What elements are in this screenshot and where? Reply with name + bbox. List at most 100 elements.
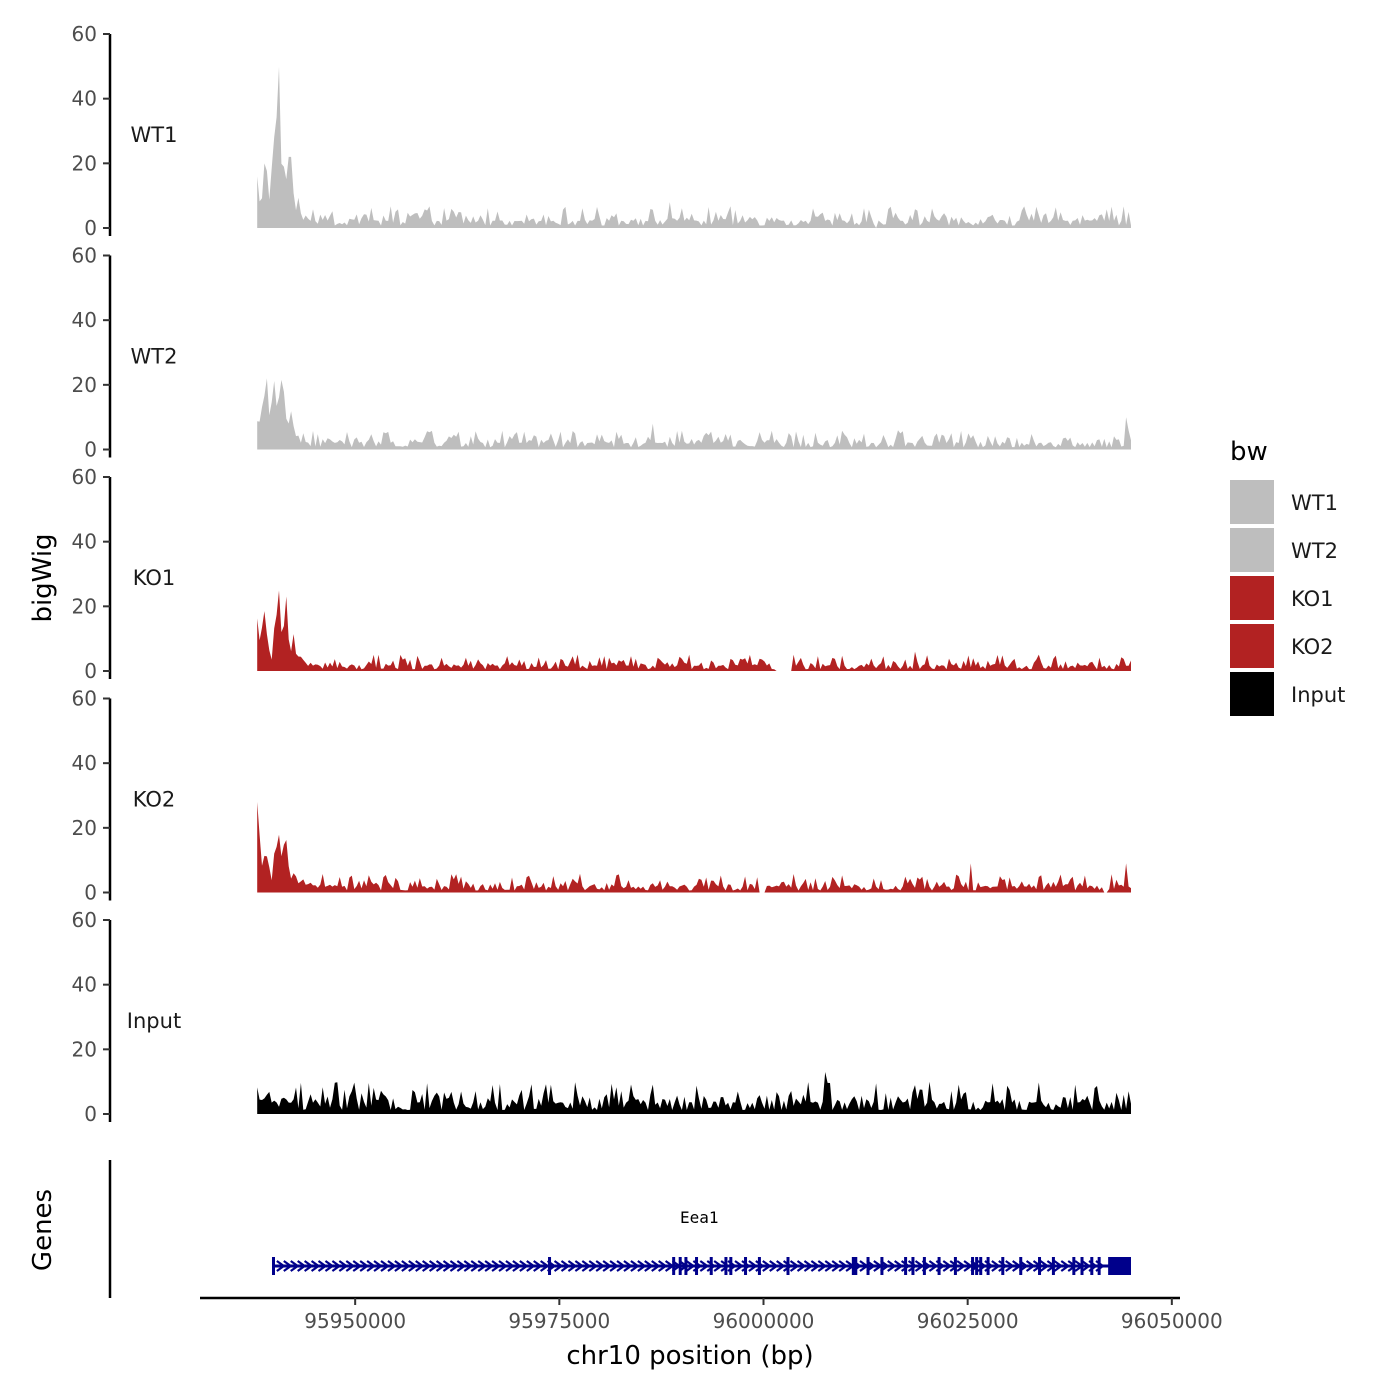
- strand-arrow: [408, 1260, 418, 1272]
- strand-arrow: [276, 1260, 286, 1272]
- gene-exon: [975, 1257, 979, 1275]
- strand-arrow: [352, 1260, 363, 1272]
- strand-arrow: [310, 1260, 321, 1272]
- strand-arrow: [380, 1260, 390, 1272]
- strand-arrow: [782, 1260, 793, 1272]
- strand-arrow: [297, 1260, 307, 1272]
- strand-arrow: [317, 1260, 328, 1272]
- strand-arrow: [914, 1260, 925, 1272]
- y-tick-label: 40: [72, 751, 97, 775]
- gene-exon: [854, 1257, 858, 1275]
- gene-exon: [672, 1257, 676, 1275]
- gene-exon-block: [1108, 1257, 1131, 1275]
- track-label: Input: [127, 1009, 181, 1033]
- strand-arrow: [401, 1260, 411, 1272]
- strand-arrow: [623, 1260, 633, 1272]
- strand-arrow: [331, 1260, 342, 1272]
- strand-arrow: [1005, 1260, 1015, 1272]
- strand-arrow: [644, 1260, 654, 1272]
- strand-arrow: [831, 1260, 842, 1272]
- gene-exon: [709, 1257, 713, 1275]
- strand-arrow: [838, 1260, 849, 1272]
- y-tick-label: 0: [84, 216, 97, 240]
- y-tick-label: 0: [84, 881, 97, 905]
- y-tick-label: 20: [72, 1037, 97, 1061]
- strand-arrow: [956, 1260, 967, 1272]
- gene-exon: [922, 1257, 926, 1275]
- strand-arrow: [928, 1260, 939, 1272]
- gene-exon: [678, 1257, 682, 1275]
- strand-arrow: [415, 1260, 425, 1272]
- gene-exon: [1019, 1257, 1023, 1275]
- x-tick-label: 95975000: [508, 1309, 610, 1333]
- strand-arrow: [658, 1260, 668, 1272]
- coverage-area: [257, 66, 1131, 229]
- gene-exon: [744, 1257, 748, 1275]
- gene-exon: [971, 1257, 975, 1275]
- legend-label-ko1: KO1: [1291, 587, 1334, 611]
- strand-arrow: [942, 1260, 953, 1272]
- strand-arrow: [470, 1260, 481, 1272]
- gene-exon: [1090, 1257, 1094, 1275]
- strand-arrow: [776, 1260, 786, 1272]
- gene-exon: [1097, 1257, 1101, 1275]
- strand-arrow: [324, 1260, 335, 1272]
- y-tick-label: 60: [72, 908, 97, 932]
- coverage-area: [257, 590, 1131, 671]
- gene-exon: [1051, 1257, 1055, 1275]
- strand-arrow: [394, 1260, 404, 1272]
- y-tick-label: 60: [72, 244, 97, 268]
- coverage-area: [257, 1072, 1131, 1114]
- strand-arrow: [734, 1260, 744, 1272]
- strand-arrow: [609, 1260, 619, 1272]
- y-tick-label: 20: [72, 151, 97, 175]
- strand-arrow: [769, 1260, 779, 1272]
- gene-exon: [979, 1257, 983, 1275]
- legend-label-input: Input: [1291, 683, 1345, 707]
- gene-exon: [851, 1257, 855, 1275]
- strand-arrow: [366, 1260, 376, 1272]
- strand-arrow: [484, 1260, 494, 1272]
- strand-arrow: [560, 1260, 571, 1272]
- strand-arrow: [949, 1260, 960, 1272]
- legend-swatch-input: [1230, 672, 1274, 716]
- gene-exon: [786, 1257, 790, 1275]
- strand-arrow: [762, 1260, 772, 1272]
- coverage-area: [257, 802, 1131, 893]
- strand-arrow: [588, 1260, 599, 1272]
- strand-arrow: [491, 1260, 501, 1272]
- gene-exon: [986, 1257, 990, 1275]
- x-axis-title: chr10 position (bp): [566, 1341, 813, 1371]
- legend-title: bw: [1230, 437, 1268, 467]
- strand-arrow: [338, 1260, 349, 1272]
- strand-arrow: [477, 1260, 488, 1272]
- x-tick-label: 96050000: [1121, 1309, 1223, 1333]
- x-tick-label: 95950000: [304, 1309, 406, 1333]
- x-tick-label: 96000000: [713, 1309, 815, 1333]
- strand-arrow: [1081, 1260, 1091, 1272]
- strand-arrow: [581, 1260, 592, 1272]
- strand-arrow: [907, 1260, 918, 1272]
- track-ko2: 0 20 40 60 KO2: [72, 687, 1131, 905]
- legend-swatch-ko1: [1230, 576, 1274, 620]
- gene-exon: [911, 1257, 915, 1275]
- track-label: KO1: [133, 566, 176, 590]
- gene-exon: [1001, 1257, 1005, 1275]
- strand-arrow: [991, 1260, 1001, 1272]
- strand-arrow: [519, 1260, 529, 1272]
- strand-arrow: [1053, 1260, 1064, 1272]
- y-tick-label: 40: [72, 973, 97, 997]
- strand-arrow: [533, 1260, 543, 1272]
- strand-arrow: [630, 1260, 640, 1272]
- coverage-tracks: 0 20 40 60 WT1 0 20 40 60 WT2 0 20 40 60 KO1 0 20 40 60 KO2…: [72, 22, 1131, 1126]
- gene-panel: Eea1: [108, 1160, 1131, 1298]
- track-wt1: 0 20 40 60 WT1: [72, 22, 1131, 240]
- gene-exon: [880, 1257, 884, 1275]
- y-tick-label: 20: [72, 594, 97, 618]
- strand-arrow: [498, 1260, 508, 1272]
- legend-label-wt1: WT1: [1291, 491, 1338, 515]
- gene-exon: [757, 1257, 761, 1275]
- y-tick-label: 60: [72, 687, 97, 711]
- strand-arrow: [720, 1260, 731, 1272]
- y-tick-label: 40: [72, 308, 97, 332]
